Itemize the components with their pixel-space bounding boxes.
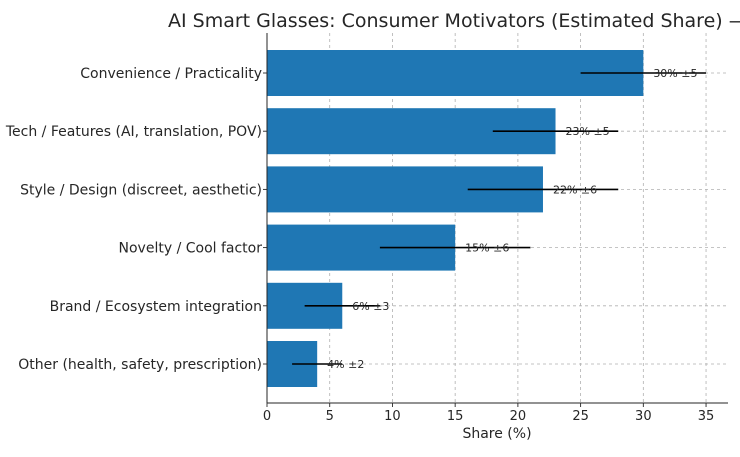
axis-layer: Convenience / Practicality Tech / Feature…: [5, 33, 728, 424]
x-tick-label-1: 5: [326, 409, 334, 424]
y-tick-label-2: Style / Design (discreet, aesthetic): [20, 182, 262, 198]
data-label-layer: 30% ±5 23% ±5 22% ±6 15% ±6 6% ±3 4% ±2: [327, 67, 697, 371]
x-tick-label-2: 10: [384, 409, 401, 424]
x-tick-label-3: 15: [447, 409, 464, 424]
data-label-1: 23% ±5: [566, 125, 610, 138]
errorbar-layer: [292, 72, 707, 365]
y-tick-label-5: Other (health, safety, prescription): [18, 357, 262, 373]
data-label-4: 6% ±3: [352, 300, 389, 313]
x-tick-label-5: 25: [572, 409, 589, 424]
x-tick-label-6: 30: [635, 409, 652, 424]
data-label-2: 22% ±6: [553, 183, 597, 196]
x-tick-label-7: 35: [698, 409, 715, 424]
y-tick-label-4: Brand / Ecosystem integration: [50, 299, 262, 315]
chart-title: AI Smart Glasses: Consumer Motivators (E…: [168, 10, 740, 32]
x-tick-label-0: 0: [263, 409, 271, 424]
x-tick-label-4: 20: [510, 409, 527, 424]
x-axis-label: Share (%): [462, 426, 531, 442]
data-label-5: 4% ±2: [327, 358, 364, 371]
data-label-0: 30% ±5: [653, 67, 697, 80]
y-tick-label-0: Convenience / Practicality: [80, 66, 262, 82]
data-label-3: 15% ±6: [465, 242, 509, 255]
y-tick-label-3: Novelty / Cool factor: [119, 241, 263, 257]
y-tick-label-1: Tech / Features (AI, translation, POV): [5, 124, 262, 140]
